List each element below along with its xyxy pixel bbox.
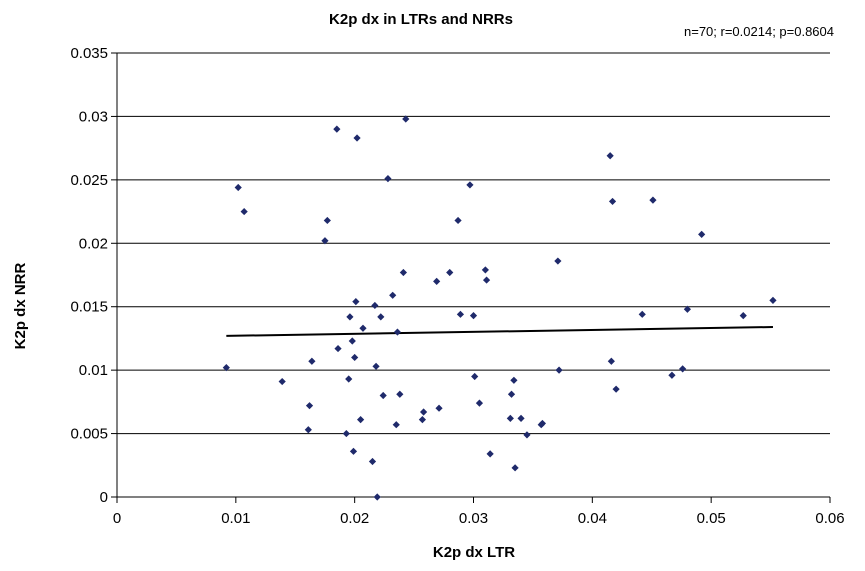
data-point: [323, 216, 331, 225]
data-point: [359, 324, 367, 332]
data-point: [351, 353, 359, 362]
x-tick-label: 0.02: [340, 510, 369, 527]
data-point: [446, 268, 454, 277]
data-point: [373, 493, 381, 501]
data-point: [379, 391, 387, 400]
x-tick-label: 0.03: [459, 510, 488, 527]
data-point: [608, 197, 617, 206]
data-point: [454, 216, 462, 225]
y-tick-label: 0.01: [79, 362, 108, 379]
data-point: [418, 416, 427, 424]
data-point: [377, 313, 385, 321]
data-point: [433, 277, 441, 285]
data-point: [352, 298, 360, 306]
data-point: [389, 291, 397, 299]
data-points: [222, 115, 777, 501]
data-point: [481, 266, 489, 274]
data-point: [612, 385, 620, 393]
x-tick-label: 0.05: [697, 510, 726, 527]
y-tick-label: 0.035: [70, 45, 108, 62]
data-point: [555, 366, 563, 374]
x-tick-label: 0.01: [221, 510, 250, 527]
data-point: [396, 390, 404, 398]
axes: [116, 53, 830, 498]
data-point: [399, 268, 407, 277]
x-tick-labels: 0 0.01 0.02 0.03 0.04 0.05 0.06: [113, 497, 845, 527]
data-point: [523, 431, 531, 439]
trendline-group: [226, 326, 773, 337]
data-point: [393, 328, 402, 336]
trendline: [226, 326, 773, 337]
data-point: [517, 414, 525, 422]
data-point: [649, 196, 657, 204]
data-point: [371, 301, 379, 310]
data-point: [305, 402, 314, 410]
data-point: [342, 429, 350, 438]
data-point: [240, 207, 248, 216]
data-point: [475, 399, 484, 407]
data-point: [471, 372, 479, 381]
data-point: [698, 230, 706, 239]
data-point: [607, 357, 615, 365]
data-point: [668, 371, 676, 379]
data-point: [368, 457, 377, 466]
data-point: [510, 376, 518, 384]
data-point: [486, 450, 494, 458]
data-point: [538, 419, 547, 428]
data-point: [679, 365, 687, 373]
data-point: [384, 174, 392, 183]
data-point: [278, 377, 286, 386]
data-point: [466, 181, 474, 189]
data-point: [419, 408, 428, 416]
data-point: [345, 375, 353, 383]
data-point: [482, 276, 491, 284]
data-point: [349, 447, 358, 455]
y-tick-label: 0.005: [70, 426, 108, 443]
data-point: [321, 237, 329, 245]
data-point: [353, 134, 361, 142]
data-point: [402, 115, 410, 123]
data-point: [334, 344, 342, 353]
y-axis-label: K2p dx NRR: [12, 263, 29, 350]
data-point: [372, 362, 380, 370]
y-tick-label: 0.02: [79, 235, 108, 252]
y-tick-label: 0.015: [70, 299, 108, 316]
grid-lines: [117, 52, 830, 435]
data-point: [392, 421, 400, 429]
data-point: [333, 125, 341, 133]
x-tick-label: 0.04: [578, 510, 607, 527]
data-point: [435, 404, 443, 412]
data-point: [456, 310, 465, 318]
data-point: [222, 364, 230, 372]
data-point: [346, 313, 354, 321]
chart-stats-annotation: n=70; r=0.0214; p=0.8604: [684, 24, 834, 39]
data-point: [606, 152, 614, 160]
y-tick-labels: 0 0.005 0.01 0.015 0.02 0.025 0.03 0.035: [70, 45, 117, 506]
y-tick-label: 0.025: [70, 172, 108, 189]
chart-title: K2p dx in LTRs and NRRs: [329, 11, 513, 28]
data-point: [739, 311, 747, 320]
data-point: [304, 426, 312, 434]
data-point: [511, 464, 519, 472]
data-point: [769, 296, 777, 304]
data-point: [234, 183, 242, 192]
y-tick-label: 0: [100, 489, 108, 506]
data-point: [308, 357, 316, 365]
data-point: [348, 337, 356, 345]
data-point: [506, 414, 514, 422]
data-point: [683, 305, 691, 313]
data-point: [357, 416, 365, 424]
x-axis-label: K2p dx LTR: [433, 544, 515, 561]
x-tick-label: 0.06: [815, 510, 844, 527]
data-point: [638, 310, 646, 318]
data-point: [507, 390, 516, 398]
x-tick-label: 0: [113, 510, 121, 527]
data-point: [469, 311, 478, 320]
y-tick-label: 0.03: [79, 108, 108, 125]
data-point: [554, 257, 562, 265]
